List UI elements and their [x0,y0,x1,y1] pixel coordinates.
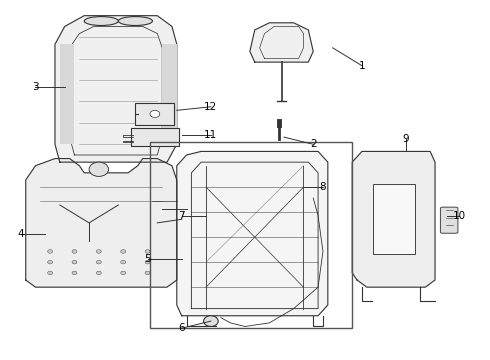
Circle shape [97,271,101,275]
Text: 2: 2 [310,139,317,149]
Polygon shape [352,152,435,287]
Text: 3: 3 [32,82,39,92]
Text: 10: 10 [453,211,466,221]
Polygon shape [250,23,313,62]
Circle shape [121,249,125,253]
Circle shape [145,260,150,264]
Circle shape [121,271,125,275]
Polygon shape [55,16,177,162]
FancyBboxPatch shape [130,128,179,146]
FancyBboxPatch shape [135,103,174,125]
Circle shape [97,249,101,253]
Ellipse shape [84,17,118,26]
Circle shape [121,260,125,264]
Text: 8: 8 [319,182,326,192]
Text: 6: 6 [178,323,185,333]
Text: 9: 9 [402,134,409,144]
FancyBboxPatch shape [441,207,458,233]
Text: 7: 7 [178,211,185,221]
Circle shape [203,316,218,327]
Polygon shape [26,158,177,287]
Text: 5: 5 [144,253,151,264]
FancyBboxPatch shape [373,184,415,254]
Polygon shape [60,44,74,144]
Circle shape [72,249,77,253]
Bar [150,143,352,328]
Text: 4: 4 [18,229,24,239]
Circle shape [150,111,160,117]
Text: 12: 12 [204,102,218,112]
Circle shape [72,271,77,275]
Circle shape [48,271,52,275]
Circle shape [97,260,101,264]
Circle shape [48,260,52,264]
Circle shape [145,249,150,253]
Text: 1: 1 [359,61,365,71]
Polygon shape [177,152,328,316]
Ellipse shape [118,17,152,26]
Text: 11: 11 [204,130,218,140]
Circle shape [145,271,150,275]
Polygon shape [162,44,177,144]
Circle shape [72,260,77,264]
Circle shape [89,162,109,176]
Circle shape [48,249,52,253]
